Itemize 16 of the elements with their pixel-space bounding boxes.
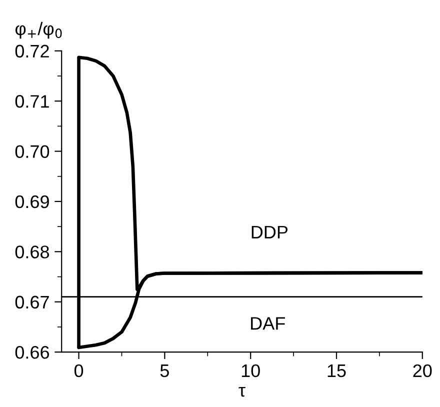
- annotation: DAF: [251, 317, 285, 330]
- y-tick-label: 0.69: [15, 195, 49, 208]
- x-tick-label: 5: [160, 364, 169, 378]
- x-tick-label: 15: [328, 364, 346, 378]
- y-tick-label: 0.68: [15, 246, 50, 258]
- x-tick-label: 10: [242, 364, 260, 378]
- y-tick-label: 0.72: [15, 44, 49, 58]
- y-axis-title: φ$_{+}$/φ$_{0}$: [15, 22, 62, 39]
- x-tick-label: 20: [413, 364, 432, 378]
- x-axis-title: τ: [238, 387, 246, 397]
- y-tick-label: 0.70: [15, 145, 50, 158]
- x-tick-label: 0: [74, 364, 84, 378]
- y-tick-label: 0.66: [15, 346, 50, 359]
- y-tick-label: 0.67: [15, 296, 49, 309]
- annotation: DDP: [252, 226, 288, 238]
- y-tick-label: 0.71: [15, 95, 49, 108]
